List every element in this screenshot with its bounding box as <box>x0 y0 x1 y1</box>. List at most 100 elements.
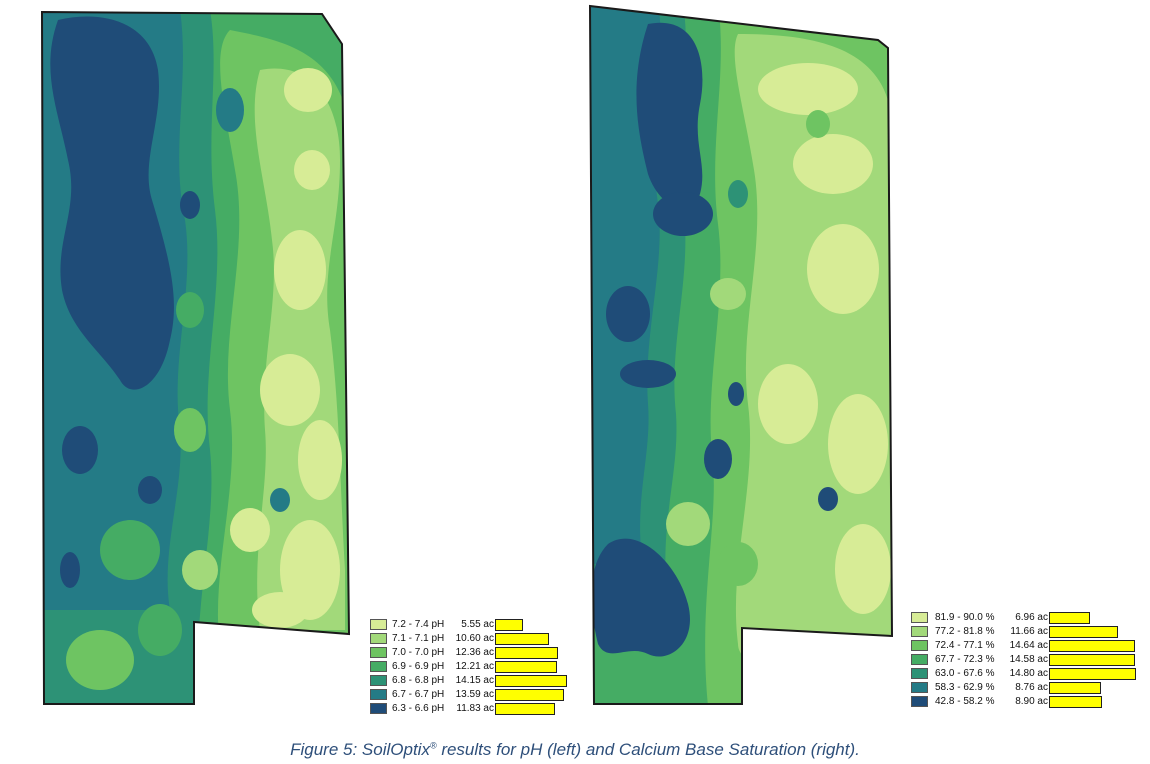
legend-bar <box>1049 640 1135 652</box>
calcium-zone <box>718 542 758 586</box>
legend-area: 12.21 ac <box>455 661 494 672</box>
ph-zone <box>174 408 206 452</box>
ph-zone <box>270 488 290 512</box>
legend-range: 77.2 - 81.8 % <box>935 626 995 637</box>
legend-bar <box>495 633 549 645</box>
ph-zone <box>176 292 204 328</box>
ph-zone <box>216 88 244 132</box>
calcium-zone <box>758 364 818 444</box>
legend-range: 6.8 - 6.8 pH <box>392 675 445 686</box>
legend-area: 14.80 ac <box>1009 668 1048 679</box>
ph-zone <box>100 520 160 580</box>
ph-zone <box>284 68 332 112</box>
legend-bar <box>495 703 555 715</box>
legend-range: 6.9 - 6.9 pH <box>392 661 445 672</box>
legend-range: 7.2 - 7.4 pH <box>392 619 445 630</box>
ph-zone <box>222 630 258 670</box>
legend-swatch <box>911 654 928 665</box>
legend-bar <box>1049 654 1135 666</box>
calcium-zone <box>728 382 744 406</box>
legend-swatch <box>370 633 387 644</box>
ph-zone <box>180 191 200 219</box>
ph-zone <box>62 426 98 474</box>
legend-swatch <box>370 703 387 714</box>
calcium-zone <box>835 524 891 614</box>
calcium-zone <box>758 63 858 115</box>
legend-swatch <box>370 689 387 700</box>
figure-caption: Figure 5: SoilOptix® results for pH (lef… <box>0 740 1150 760</box>
legend-area: 11.66 ac <box>1010 626 1048 637</box>
legend-bar <box>495 647 558 659</box>
registered-mark: ® <box>429 740 437 751</box>
legend-area: 11.83 ac <box>456 703 494 714</box>
ph-zone <box>294 150 330 190</box>
legend-bar <box>1049 668 1136 680</box>
ph-map <box>40 10 352 706</box>
legend-swatch <box>911 612 928 623</box>
legend-area: 8.90 ac <box>1015 696 1048 707</box>
ph-zone <box>66 630 134 690</box>
calcium-zone <box>828 394 888 494</box>
calcium-zone <box>636 22 703 209</box>
calcium-zone <box>591 538 690 657</box>
legend-bar <box>495 661 557 673</box>
legend-area: 13.59 ac <box>455 689 494 700</box>
legend-bar <box>495 619 523 631</box>
calcium-map-canvas <box>588 4 894 705</box>
legend-swatch <box>370 619 387 630</box>
legend-swatch <box>911 626 928 637</box>
legend-bar <box>1049 682 1101 694</box>
legend-range: 6.7 - 6.7 pH <box>392 689 445 700</box>
legend-bar <box>1049 626 1118 638</box>
legend-area: 6.96 ac <box>1015 612 1048 623</box>
ph-zone <box>50 16 174 390</box>
calcium-map <box>588 4 894 706</box>
legend-area: 14.15 ac <box>455 675 494 686</box>
calcium-zone <box>818 487 838 511</box>
legend-area: 14.58 ac <box>1009 654 1048 665</box>
legend-bar <box>1049 696 1102 708</box>
legend-swatch <box>911 682 928 693</box>
legend-swatch <box>370 647 387 658</box>
caption-prefix: Figure 5: SoilOptix <box>290 740 430 759</box>
legend-swatch <box>911 696 928 707</box>
legend-range: 7.0 - 7.0 pH <box>392 647 445 658</box>
legend-swatch <box>370 661 387 672</box>
ph-map-canvas <box>40 10 351 705</box>
legend-area: 8.76 ac <box>1015 682 1048 693</box>
legend-range: 72.4 - 77.1 % <box>935 640 995 651</box>
legend-range: 58.3 - 62.9 % <box>935 682 995 693</box>
calcium-zone <box>793 134 873 194</box>
ph-zone <box>138 476 162 504</box>
legend-range: 63.0 - 67.6 % <box>935 668 995 679</box>
calcium-zone <box>666 502 710 546</box>
legend-swatch <box>911 668 928 679</box>
legend-range: 67.7 - 72.3 % <box>935 654 995 665</box>
legend-area: 5.55 ac <box>461 619 494 630</box>
legend-range: 7.1 - 7.1 pH <box>392 633 445 644</box>
legend-area: 14.64 ac <box>1009 640 1048 651</box>
calcium-field-boundary <box>588 4 894 705</box>
calcium-zone <box>704 439 732 479</box>
calcium-zone <box>710 278 746 310</box>
legend-range: 6.3 - 6.6 pH <box>392 703 445 714</box>
calcium-zone <box>728 180 748 208</box>
legend-bar <box>1049 612 1090 624</box>
legend-swatch <box>370 675 387 686</box>
ph-field-boundary <box>40 10 351 705</box>
calcium-zone <box>620 360 676 388</box>
legend-area: 10.60 ac <box>455 633 494 644</box>
calcium-zone <box>807 224 879 314</box>
ph-zone <box>298 420 342 500</box>
ph-zone <box>252 592 308 628</box>
calcium-zone <box>606 286 650 342</box>
legend-range: 81.9 - 90.0 % <box>935 612 995 623</box>
ph-zone <box>274 230 326 310</box>
legend-range: 42.8 - 58.2 % <box>935 696 995 707</box>
ph-zone <box>182 550 218 590</box>
ph-zone <box>60 552 80 588</box>
ph-zone <box>230 508 270 552</box>
legend-area: 12.36 ac <box>455 647 494 658</box>
calcium-zone <box>653 192 713 236</box>
legend-bar <box>495 689 564 701</box>
